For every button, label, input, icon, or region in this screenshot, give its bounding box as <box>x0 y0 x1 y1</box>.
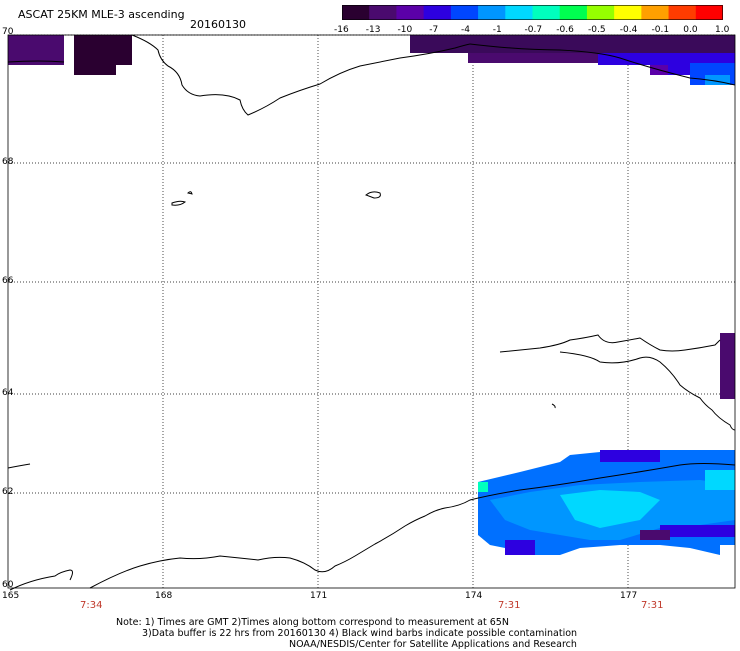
island-3 <box>187 191 193 195</box>
pass-time-2: 7:31 <box>498 600 521 611</box>
colorbar-swatch <box>342 5 370 20</box>
lon-label-174: 174 <box>465 591 483 601</box>
island-1 <box>365 191 381 199</box>
lon-label-171: 171 <box>310 591 328 601</box>
lon-label-168: 168 <box>155 591 173 601</box>
map-date: 20160130 <box>190 18 246 31</box>
colorbar-tick-label: -1 <box>492 25 502 35</box>
data-swath-north-west <box>8 35 132 75</box>
data-swath-east-edge <box>720 333 735 399</box>
lat-label-70: 70 <box>2 27 14 37</box>
lat-label-62: 62 <box>2 487 14 497</box>
colorbar-swatch <box>586 5 615 20</box>
colorbar-tick-label: -0.1 <box>651 25 670 35</box>
coastlines <box>7 34 736 591</box>
coastline-seward-peninsula <box>499 334 736 431</box>
colorbar-swatch <box>369 5 397 20</box>
colorbar-tick-label: -16 <box>334 25 349 35</box>
lat-label-60: 60 <box>2 580 14 590</box>
coastline-north-west <box>7 60 65 63</box>
colorbar-ticks: -16 -13 -10 -7 -4 -1 -0.7 -0.6 -0.5 -0.4 -0.1 0.0 1.… <box>330 25 735 37</box>
lat-label-64: 64 <box>2 388 14 398</box>
colorbar-tick-label: -0.6 <box>556 25 574 35</box>
colorbar-tick-label: -0.4 <box>619 25 638 35</box>
colorbar-swatch <box>641 5 670 20</box>
island-2 <box>171 200 186 206</box>
colorbar-swatch <box>559 5 588 20</box>
colorbar-tick-label: -4 <box>461 25 470 35</box>
colorbar-swatch <box>695 5 723 20</box>
note-line-1: Note: 1) Times are GMT 2)Times along bot… <box>116 617 509 628</box>
lat-label-66: 66 <box>2 276 14 286</box>
pass-time-1: 7:34 <box>80 600 103 611</box>
colorbar-tick-label: -0.7 <box>524 25 543 35</box>
note-line-2: 3)Data buffer is 22 hrs from 20160130 4)… <box>142 628 578 639</box>
colorbar-tick-label: -7 <box>429 25 439 35</box>
colorbar-tick-label: 1.0 <box>715 25 730 35</box>
colorbar-tick-label: -0.5 <box>588 25 606 35</box>
coastline-alaska-north <box>469 43 736 86</box>
colorbar-swatch <box>532 5 561 20</box>
colorbar-swatch <box>423 5 452 20</box>
island-4 <box>551 403 556 409</box>
colorbar-tick-label: -13 <box>365 25 381 35</box>
colorbar-swatch <box>396 5 425 20</box>
lon-label-165: 165 <box>2 591 20 601</box>
coastline-chukotka-north <box>131 34 471 116</box>
lon-label-177: 177 <box>620 591 638 601</box>
colorbar-swatch <box>505 5 533 20</box>
colorbar-swatch <box>450 5 479 20</box>
colorbar-tick-label: 0.0 <box>683 25 698 35</box>
coastline-chukotka-south <box>7 463 736 591</box>
data-swath-south <box>478 450 735 555</box>
colorbar-swatch <box>668 5 697 20</box>
colorbar-swatch <box>478 5 506 20</box>
lat-label-68: 68 <box>2 157 14 167</box>
note-line-3: NOAA/NESDIS/Center for Satellite Applica… <box>289 639 577 650</box>
plot-frame <box>7 34 736 589</box>
map-title: ASCAT 25KM MLE-3 ascending <box>18 8 185 21</box>
colorbar-swatch <box>614 5 642 20</box>
colorbar <box>342 5 723 20</box>
colorbar-tick-label: -10 <box>397 25 413 35</box>
pass-time-3: 7:31 <box>641 600 664 611</box>
